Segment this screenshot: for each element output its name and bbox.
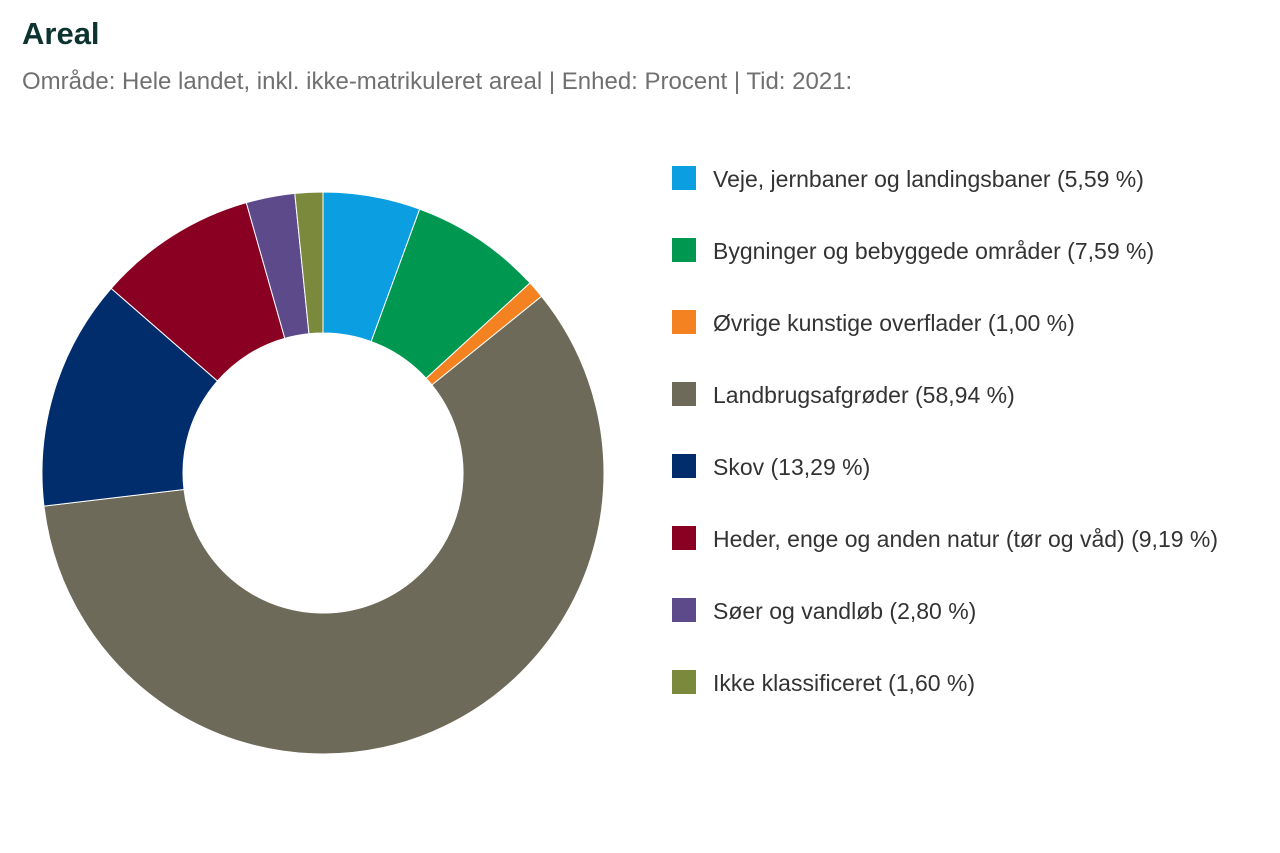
- legend-item-ikke-klassificeret[interactable]: Ikke klassificeret (1,60 %): [672, 670, 975, 696]
- legend-swatch: [672, 598, 696, 622]
- legend-swatch: [672, 238, 696, 262]
- legend-swatch: [672, 382, 696, 406]
- legend-label: Øvrige kunstige overflader (1,00 %): [713, 310, 1075, 336]
- donut-slices: [41, 191, 605, 755]
- legend-label: Landbrugsafgrøder (58,94 %): [713, 382, 1015, 408]
- chart-legend: Veje, jernbaner og landingsbaner (5,59 %…: [672, 166, 1218, 696]
- legend-label: Bygninger og bebyggede områder (7,59 %): [713, 238, 1154, 264]
- donut-slice-ikke-klassificeret[interactable]: [294, 191, 324, 335]
- legend-item-skov[interactable]: Skov (13,29 %): [672, 454, 870, 480]
- legend-swatch: [672, 166, 696, 190]
- donut-slice-landbrugsafgroeder[interactable]: [43, 295, 605, 755]
- legend-item-soeer-og-vandloeb[interactable]: Søer og vandløb (2,80 %): [672, 598, 976, 624]
- legend-item-heder-enge-og-anden-natur-toer-og-vaad[interactable]: Heder, enge og anden natur (tør og våd) …: [672, 526, 1218, 552]
- legend-item-bygninger-og-bebyggede-omraader[interactable]: Bygninger og bebyggede områder (7,59 %): [672, 238, 1154, 264]
- page-title: Areal: [22, 16, 100, 51]
- legend-item-veje-jernbaner-og-landingsbaner[interactable]: Veje, jernbaner og landingsbaner (5,59 %…: [672, 166, 1144, 192]
- legend-swatch: [672, 526, 696, 550]
- legend-swatch: [672, 670, 696, 694]
- legend-label: Søer og vandløb (2,80 %): [713, 598, 976, 624]
- legend-swatch: [672, 454, 696, 478]
- legend-item-oevrige-kunstige-overflader[interactable]: Øvrige kunstige overflader (1,00 %): [672, 310, 1075, 336]
- legend-swatch: [672, 310, 696, 334]
- legend-item-landbrugsafgroeder[interactable]: Landbrugsafgrøder (58,94 %): [672, 382, 1015, 408]
- legend-label: Heder, enge og anden natur (tør og våd) …: [713, 526, 1218, 552]
- legend-label: Veje, jernbaner og landingsbaner (5,59 %…: [713, 166, 1144, 192]
- legend-label: Ikke klassificeret (1,60 %): [713, 670, 975, 696]
- legend-label: Skov (13,29 %): [713, 454, 870, 480]
- chart-subtitle: Område: Hele landet, inkl. ikke-matrikul…: [22, 68, 853, 95]
